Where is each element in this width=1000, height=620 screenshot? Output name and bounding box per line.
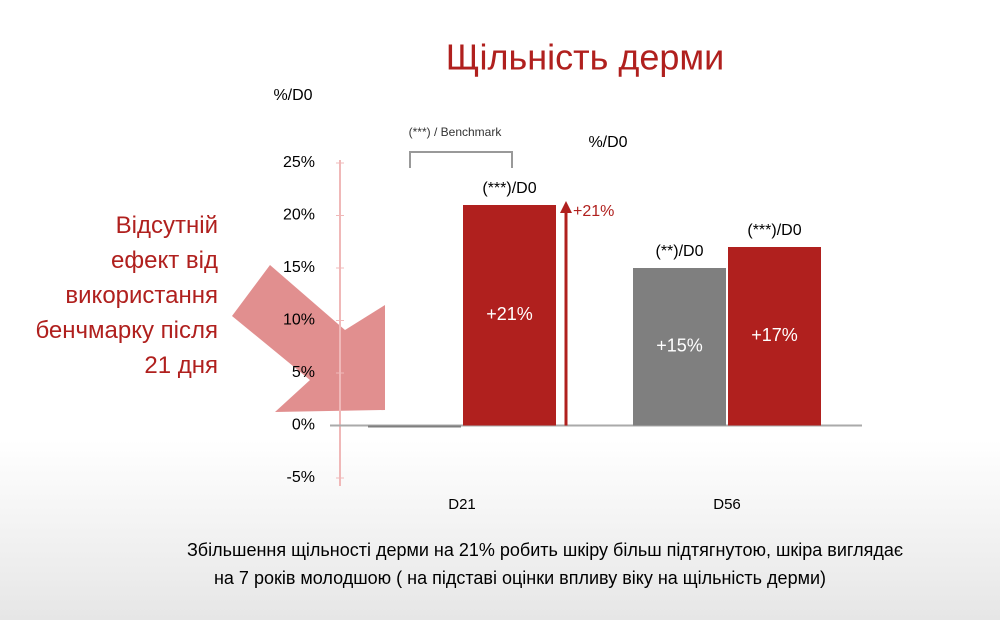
x-tick-label: D21: [448, 496, 476, 513]
x-tick-label: D56: [713, 496, 741, 513]
side-note: Відсутній: [115, 212, 218, 239]
significance-label: (**)/D0: [655, 243, 703, 260]
y-tick-label: 10%: [283, 312, 315, 329]
value-label: +17%: [751, 325, 798, 345]
arrow-label: +21%: [573, 203, 614, 220]
benchmark-note: (***) / Benchmark: [409, 125, 503, 139]
y-unit: %/D0: [273, 87, 312, 104]
significance-label: (***)/D0: [747, 222, 801, 239]
y-tick-label: 20%: [283, 207, 315, 224]
significance-label: (***)/D0: [482, 180, 536, 197]
bar: [633, 268, 726, 426]
side-note: ефект від: [111, 247, 218, 274]
bracket: [409, 151, 513, 168]
side-note: 21 дня: [144, 352, 218, 379]
y-tick-label: 15%: [283, 259, 315, 276]
bar: [463, 205, 556, 426]
y-tick-label: -5%: [287, 469, 315, 486]
bar: [368, 425, 461, 428]
arrow-head: [560, 201, 572, 213]
side-note: бенчмарку після: [35, 317, 218, 344]
decor-arrow: [232, 265, 385, 412]
y-tick-label: 5%: [292, 364, 315, 381]
value-label: +15%: [656, 336, 703, 356]
d0-note: %/D0: [588, 134, 627, 151]
caption: на 7 років молодшою ( на підставі оцінки…: [213, 568, 827, 588]
y-tick-label: 0%: [292, 417, 315, 434]
side-note: використання: [65, 282, 218, 309]
y-tick-label: 25%: [283, 154, 315, 171]
value-label: +21%: [486, 304, 533, 324]
chart-title: Щільність дерми: [446, 37, 725, 78]
bar: [728, 247, 821, 426]
caption: Збільшення щільності дерми на 21% робить…: [186, 540, 904, 560]
